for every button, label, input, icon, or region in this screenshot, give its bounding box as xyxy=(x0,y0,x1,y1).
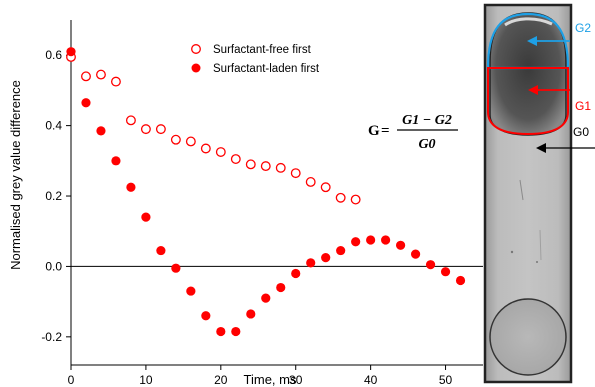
g1-outline xyxy=(487,67,569,136)
data-point-surfactant-free xyxy=(335,192,346,203)
label-g0: G0 xyxy=(573,125,589,139)
data-point-surfactant-laden xyxy=(306,258,316,268)
legend-marker-filled xyxy=(191,63,201,73)
data-point-surfactant-laden xyxy=(246,309,256,319)
bubble-highlight xyxy=(504,17,553,27)
series-surfactant-free xyxy=(66,52,361,205)
data-point-surfactant-free xyxy=(110,76,121,87)
formula-lhs: G xyxy=(368,123,380,139)
data-point-surfactant-laden xyxy=(321,253,331,263)
texture-line xyxy=(539,229,542,261)
texture-line xyxy=(519,179,524,201)
texture-dot xyxy=(536,261,538,263)
y-tick-label: 0.4 xyxy=(45,119,62,133)
label-g2: G2 xyxy=(575,21,591,35)
data-point-surfactant-free xyxy=(96,69,106,80)
data-point-surfactant-free xyxy=(185,136,196,147)
data-point-surfactant-laden xyxy=(126,182,136,192)
data-point-surfactant-laden xyxy=(455,275,466,286)
y-tick-label: 0.6 xyxy=(45,48,62,62)
texture-dot xyxy=(510,250,514,254)
data-point-surfactant-laden xyxy=(351,237,361,247)
y-tick-label: 0.0 xyxy=(45,259,62,273)
data-point-surfactant-free xyxy=(200,143,211,154)
g2-arrowhead xyxy=(527,36,537,46)
data-point-surfactant-laden xyxy=(276,282,286,293)
data-point-surfactant-free xyxy=(320,182,331,193)
formula-numerator: G1 − G2 xyxy=(402,113,452,128)
data-point-surfactant-laden xyxy=(141,212,151,222)
x-tick-label: 20 xyxy=(214,373,228,387)
x-tick-label: 50 xyxy=(439,373,453,387)
x-tick-label: 30 xyxy=(289,373,303,387)
data-point-surfactant-laden xyxy=(231,326,241,337)
x-tick-label: 10 xyxy=(139,373,153,387)
bottom-bubble xyxy=(489,298,567,376)
data-point-surfactant-laden xyxy=(186,286,196,296)
axes xyxy=(70,20,483,366)
data-point-surfactant-free xyxy=(155,124,166,135)
data-point-surfactant-laden xyxy=(111,156,121,166)
data-point-surfactant-laden xyxy=(381,235,391,245)
legend-marker-open xyxy=(191,44,201,54)
data-point-surfactant-free xyxy=(275,162,286,173)
data-point-surfactant-laden xyxy=(425,260,436,270)
x-tick-label: 40 xyxy=(364,373,378,387)
data-point-surfactant-free xyxy=(260,161,271,172)
data-point-surfactant-laden xyxy=(336,245,346,256)
data-point-surfactant-laden xyxy=(216,326,226,337)
data-point-surfactant-laden xyxy=(201,311,211,321)
data-point-surfactant-laden xyxy=(440,267,451,277)
x-axis-title: Time, ms xyxy=(244,372,297,387)
data-point-surfactant-laden xyxy=(396,240,406,250)
data-point-surfactant-free xyxy=(245,159,256,170)
y-axis-title: Normalised grey value difference xyxy=(8,80,23,270)
data-point-surfactant-laden xyxy=(156,245,166,256)
g1-arrowhead xyxy=(528,85,538,95)
data-point-surfactant-free xyxy=(170,134,181,145)
data-point-surfactant-free xyxy=(305,176,316,187)
data-point-surfactant-free xyxy=(290,168,301,179)
data-point-surfactant-free xyxy=(81,71,91,82)
data-point-surfactant-free xyxy=(125,115,136,126)
label-g1: G1 xyxy=(575,99,591,113)
x-ticks: 0 10 20 30 40 50 xyxy=(68,365,453,387)
y-tick-label: 0.2 xyxy=(45,189,62,203)
data-point-surfactant-free xyxy=(140,124,151,135)
y-tick-label: -0.2 xyxy=(41,330,62,344)
legend-label-surfactant-free: Surfactant-free first xyxy=(213,44,312,56)
data-point-surfactant-laden xyxy=(66,47,76,57)
formula-denominator: G0 xyxy=(418,137,435,152)
data-point-surfactant-laden xyxy=(81,98,91,108)
data-point-surfactant-free xyxy=(215,147,226,157)
g0-arrowhead xyxy=(536,143,546,153)
data-point-surfactant-laden xyxy=(366,235,376,245)
top-bubble xyxy=(489,12,567,136)
data-point-surfactant-laden xyxy=(96,126,106,136)
legend-label-surfactant-laden: Surfactant-laden first xyxy=(213,63,320,75)
formula-equals: = xyxy=(381,123,390,139)
g2-outline xyxy=(486,12,570,70)
data-point-surfactant-laden xyxy=(171,263,181,273)
x-tick-label: 0 xyxy=(68,373,75,387)
y-ticks: -0.2 0.0 0.2 0.4 0.6 xyxy=(41,48,71,344)
data-point-surfactant-laden xyxy=(291,268,301,279)
data-point-surfactant-laden xyxy=(261,293,271,303)
series-surfactant-laden xyxy=(66,47,466,337)
formula: G = G1 − G2 G0 xyxy=(368,113,458,152)
legend: Surfactant-free first Surfactant-laden f… xyxy=(191,44,320,75)
data-point-surfactant-free xyxy=(230,154,241,165)
tube-photograph xyxy=(483,3,595,384)
data-point-surfactant-free xyxy=(350,194,361,205)
data-point-surfactant-laden xyxy=(410,249,421,259)
